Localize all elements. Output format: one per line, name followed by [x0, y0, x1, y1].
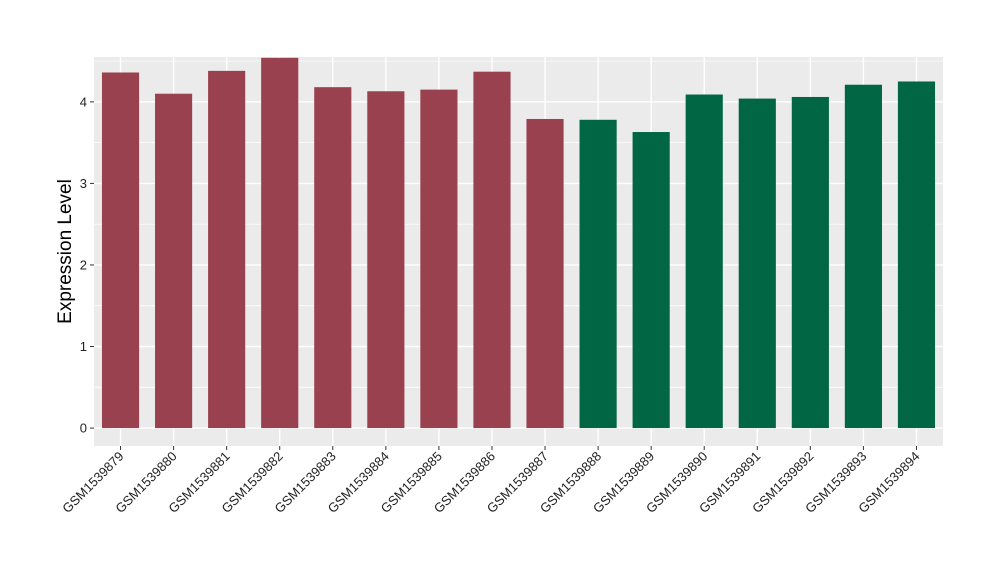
bar-GSM1539889	[632, 132, 670, 429]
bar-GSM1539883	[314, 87, 352, 429]
bar-GSM1539885	[420, 89, 458, 429]
bar-GSM1539884	[367, 91, 405, 429]
bar-GSM1539888	[579, 119, 617, 429]
y-tick-label: 1	[80, 339, 87, 354]
x-axis: GSM1539879GSM1539880GSM1539881GSM1539882…	[59, 446, 923, 516]
y-axis: 0 1 2 3 4	[80, 94, 94, 436]
bar-GSM1539887	[526, 118, 564, 429]
bar-GSM1539886	[473, 71, 511, 429]
y-tick-label: 3	[80, 176, 87, 191]
bars	[101, 57, 936, 429]
bar-GSM1539880	[155, 93, 193, 429]
bar-GSM1539892	[791, 96, 829, 429]
bar-GSM1539879	[101, 72, 140, 429]
bar-GSM1539890	[685, 94, 723, 429]
y-tick-label: 4	[80, 94, 87, 109]
bar-GSM1539881	[208, 70, 246, 429]
y-axis-label: Expression Level	[55, 179, 76, 324]
y-tick-label: 2	[80, 257, 87, 272]
bar-GSM1539882	[261, 57, 299, 429]
bar-GSM1539891	[738, 98, 776, 429]
bar-GSM1539894	[897, 81, 936, 429]
bar-GSM1539893	[844, 84, 882, 429]
y-tick-label: 0	[80, 421, 87, 436]
